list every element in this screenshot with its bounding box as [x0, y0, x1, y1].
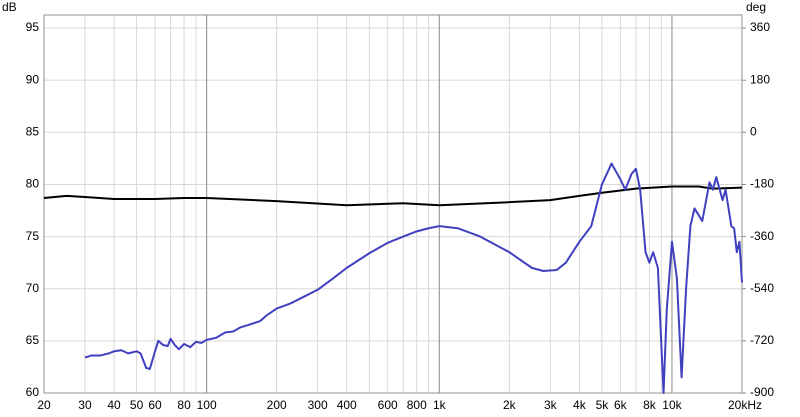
x-tick-label: 10k [662, 398, 682, 412]
y2-tick-label: -180 [750, 177, 774, 191]
x-tick-label: 300 [308, 398, 328, 412]
y2-tick-label: -540 [750, 281, 774, 295]
x-tick-label: 30 [78, 398, 92, 412]
x-tick-label: 20 [37, 398, 51, 412]
y-tick-label: 75 [26, 229, 40, 243]
x-tick-label: 3k [544, 398, 558, 412]
y-tick-label: 90 [26, 72, 40, 86]
y2-tick-label: -900 [750, 385, 774, 399]
x-tick-label: 6k [614, 398, 628, 412]
x-tick-label: 2k [503, 398, 517, 412]
y2-tick-label: -720 [750, 333, 774, 347]
x-tick-label: 200 [267, 398, 287, 412]
x-tick-label: 4k [573, 398, 587, 412]
x-tick-label: 800 [407, 398, 427, 412]
plot-frame [43, 14, 743, 394]
y-tick-label: 60 [26, 385, 40, 399]
x-tick-label: 1k [433, 398, 447, 412]
x-tick-label: 40 [107, 398, 121, 412]
y-tick-label: 80 [26, 177, 40, 191]
x-tick-label: 80 [177, 398, 191, 412]
y-tick-label: 85 [26, 124, 40, 138]
y2-tick-label: 180 [750, 72, 770, 86]
x-tick-label: 100 [197, 398, 217, 412]
x-tick-label: 8k [643, 398, 657, 412]
x-tick-label: 20kHz [728, 398, 762, 412]
series-line [43, 185, 743, 207]
x-tick-label: 600 [378, 398, 398, 412]
series-line [84, 162, 743, 394]
y2-unit: deg [746, 0, 766, 14]
y-unit: dB [2, 0, 17, 14]
x-tick-label: 5k [596, 398, 610, 412]
y-tick-label: 95 [26, 20, 40, 34]
x-tick-label: 60 [148, 398, 162, 412]
y2-tick-label: 360 [750, 20, 770, 34]
x-tick-label: 400 [337, 398, 357, 412]
y2-tick-label: 0 [750, 124, 757, 138]
y-tick-label: 65 [26, 333, 40, 347]
x-tick-label: 50 [130, 398, 144, 412]
y-tick-label: 70 [26, 281, 40, 295]
y2-tick-label: -360 [750, 229, 774, 243]
